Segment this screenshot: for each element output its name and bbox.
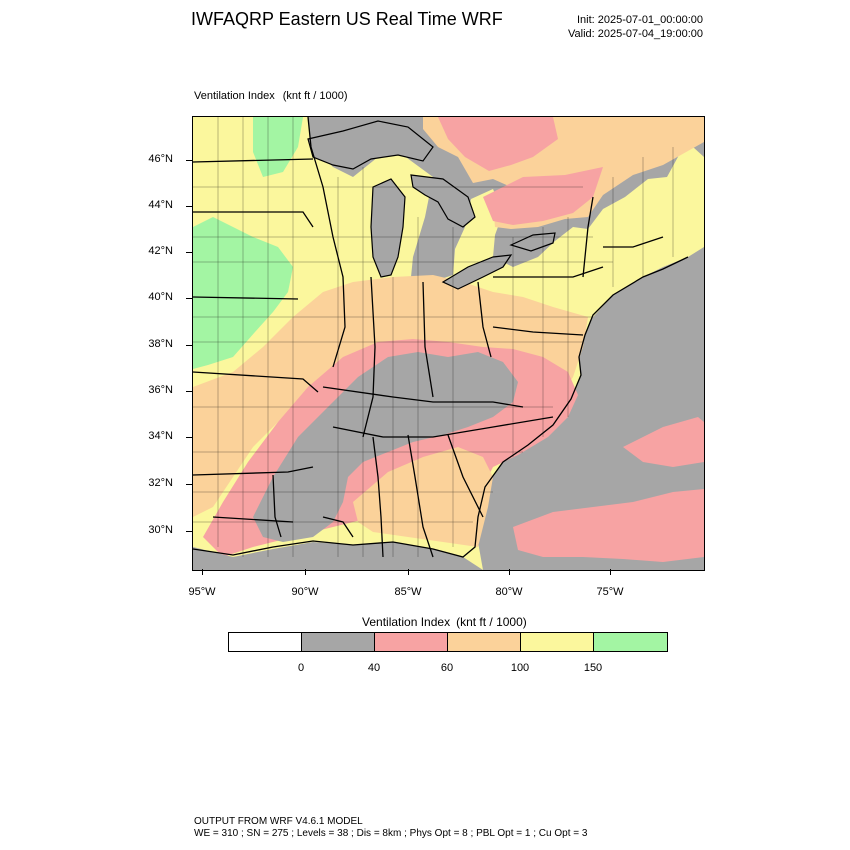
colorbar <box>228 632 668 652</box>
lon-tick <box>305 569 306 575</box>
colorbar-swatch <box>521 633 594 651</box>
colorbar-tick: 0 <box>297 662 305 674</box>
lat-label: 34°N <box>148 430 173 442</box>
lat-tick <box>186 345 192 346</box>
model-version: OUTPUT FROM WRF V4.6.1 MODEL <box>194 816 363 827</box>
init-time: Init: 2025-07-01_00:00:00 <box>577 14 703 26</box>
colorbar-units: (knt ft / 1000) <box>456 615 527 629</box>
lon-label: 80°W <box>495 586 523 598</box>
lat-tick <box>186 206 192 207</box>
lat-tick <box>186 160 192 161</box>
map-field-units: (knt ft / 1000) <box>282 90 348 102</box>
lon-label: 75°W <box>596 586 624 598</box>
colorbar-tick: 60 <box>440 662 454 674</box>
lake-superior <box>307 120 434 170</box>
lon-tick <box>610 569 611 575</box>
colorbar-swatch <box>229 633 302 651</box>
colorbar-swatch <box>448 633 521 651</box>
canada-pink-east <box>483 167 603 225</box>
colorbar-field: Ventilation Index <box>362 615 451 629</box>
colorbar-tick: 150 <box>583 662 603 674</box>
lat-tick <box>186 298 192 299</box>
canada-pink <box>438 117 558 171</box>
lon-tick <box>408 569 409 575</box>
map-canvas <box>193 117 704 570</box>
atlantic-pink-south <box>513 489 704 562</box>
ventilation-index-map <box>192 116 705 571</box>
lake-ontario <box>509 232 556 252</box>
map-field-label: Ventilation Index (knt ft / 1000) <box>194 90 348 102</box>
coastline <box>193 256 689 558</box>
lat-label: 40°N <box>148 291 173 303</box>
lat-tick <box>186 484 192 485</box>
lake-erie <box>441 254 513 290</box>
lon-label: 95°W <box>188 586 216 598</box>
lon-label: 85°W <box>394 586 422 598</box>
map-field-name: Ventilation Index <box>194 90 275 102</box>
atlantic-pink <box>623 417 704 467</box>
lat-label: 32°N <box>148 477 173 489</box>
colorbar-tick: 100 <box>510 662 530 674</box>
green-zone-north <box>253 117 303 177</box>
model-info: OUTPUT FROM WRF V4.6.1 MODEL WE = 310 ; … <box>194 816 587 840</box>
lat-label: 42°N <box>148 245 173 257</box>
colorbar-swatch <box>302 633 375 651</box>
lat-tick <box>186 531 192 532</box>
lake-huron <box>410 174 476 228</box>
model-config: WE = 310 ; SN = 275 ; Levels = 38 ; Dis … <box>194 828 588 839</box>
lat-tick <box>186 252 192 253</box>
lat-tick <box>186 391 192 392</box>
gray-appalachia <box>253 352 518 542</box>
lat-label: 38°N <box>148 338 173 350</box>
lat-label: 30°N <box>148 524 173 536</box>
lon-tick <box>202 569 203 575</box>
valid-time: Valid: 2025-07-04_19:00:00 <box>568 28 703 40</box>
plot-title: IWFAQRP Eastern US Real Time WRF <box>191 9 503 29</box>
lat-label: 44°N <box>148 199 173 211</box>
lat-label: 36°N <box>148 384 173 396</box>
colorbar-title: Ventilation Index (knt ft / 1000) <box>362 615 527 629</box>
county-lines <box>193 117 674 557</box>
lake-michigan <box>370 178 406 278</box>
lon-tick <box>509 569 510 575</box>
colorbar-tick: 40 <box>367 662 381 674</box>
time-info: Init: 2025-07-01_00:00:00 Valid: 2025-07… <box>568 13 703 41</box>
colorbar-swatch <box>594 633 667 651</box>
colorbar-swatch <box>375 633 448 651</box>
lon-label: 90°W <box>291 586 319 598</box>
lat-tick <box>186 437 192 438</box>
lat-label: 46°N <box>148 153 173 165</box>
